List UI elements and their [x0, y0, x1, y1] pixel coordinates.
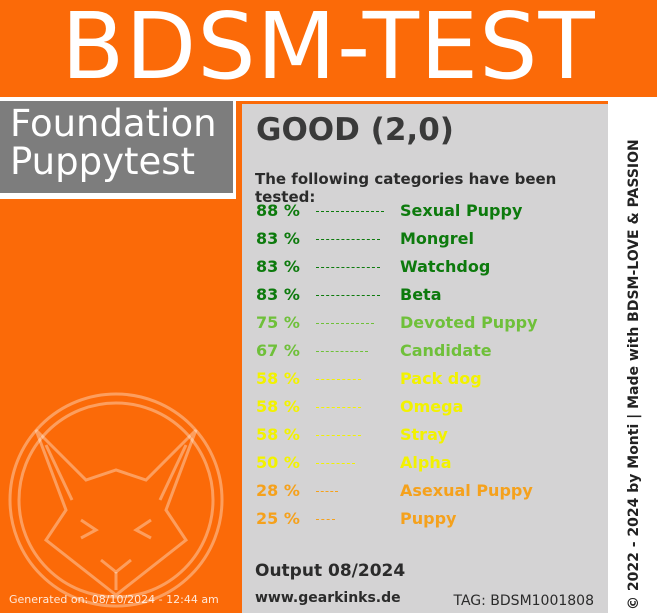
category-level-line [316, 379, 361, 380]
right-strip [608, 97, 657, 613]
generated-date: Generated on: 08/10/2024 - 12:44 am [9, 593, 219, 606]
subtitle-line-1: Foundation [10, 102, 217, 145]
category-row: 50 % Alpha [256, 449, 606, 477]
category-level-line [316, 407, 361, 408]
category-level-line [316, 519, 335, 520]
tag-label: TAG: BDSM1001808 [453, 593, 594, 609]
subtitle-box: Foundation Puppytest [0, 101, 236, 199]
category-percent: 50 % [256, 453, 300, 472]
category-percent: 67 % [256, 341, 300, 360]
category-percent: 28 % [256, 481, 300, 500]
category-percent: 75 % [256, 313, 300, 332]
category-name: Stray [400, 425, 448, 444]
category-name: Watchdog [400, 257, 491, 276]
category-row: 88 % Sexual Puppy [256, 197, 606, 225]
category-name: Beta [400, 285, 442, 304]
intro-text: The following categories have been teste… [255, 170, 557, 206]
category-level-line [316, 239, 380, 240]
category-level-line [316, 491, 338, 492]
header: BDSM-TEST [0, 0, 657, 100]
category-level-line [316, 351, 368, 352]
category-name: Pack dog [400, 369, 482, 388]
category-row: 67 % Candidate [256, 337, 606, 365]
category-percent: 58 % [256, 425, 300, 444]
website-link[interactable]: www.gearkinks.de [255, 590, 401, 606]
category-level-line [316, 463, 355, 464]
subtitle-line-2: Puppytest [10, 140, 196, 183]
category-row: 58 % Omega [256, 393, 606, 421]
category-name: Asexual Puppy [400, 481, 533, 500]
category-percent: 25 % [256, 509, 300, 528]
page-title: BDSM-TEST [61, 0, 596, 100]
category-level-line [316, 267, 380, 268]
category-percent: 58 % [256, 397, 300, 416]
results-panel: GOOD (2,0) The following categories have… [242, 104, 608, 613]
category-name: Devoted Puppy [400, 313, 538, 332]
category-name: Omega [400, 397, 464, 416]
category-row: 83 % Beta [256, 281, 606, 309]
category-name: Puppy [400, 509, 457, 528]
category-name: Alpha [400, 453, 452, 472]
fox-logo-icon [8, 392, 224, 608]
category-level-line [316, 295, 380, 296]
category-row: 58 % Pack dog [256, 365, 606, 393]
category-row: 83 % Mongrel [256, 225, 606, 253]
category-row: 83 % Watchdog [256, 253, 606, 281]
category-name: Mongrel [400, 229, 474, 248]
category-percent: 83 % [256, 257, 300, 276]
subtitle: Foundation Puppytest [10, 105, 234, 181]
category-row: 75 % Devoted Puppy [256, 309, 606, 337]
result-label: GOOD (2,0) [256, 112, 454, 148]
category-row: 28 % Asexual Puppy [256, 477, 606, 505]
category-level-line [316, 435, 361, 436]
header-divider [0, 97, 657, 101]
category-percent: 83 % [256, 285, 300, 304]
category-level-line [316, 323, 374, 324]
category-row: 58 % Stray [256, 421, 606, 449]
category-name: Sexual Puppy [400, 201, 523, 220]
output-date: Output 08/2024 [255, 561, 406, 581]
category-name: Candidate [400, 341, 492, 360]
category-percent: 83 % [256, 229, 300, 248]
copyright-text: © 2022 - 2024 by Monti | Made with BDSM-… [626, 139, 642, 610]
category-row: 25 % Puppy [256, 505, 606, 533]
category-level-line [316, 211, 384, 212]
category-percent: 58 % [256, 369, 300, 388]
category-percent: 88 % [256, 201, 300, 220]
